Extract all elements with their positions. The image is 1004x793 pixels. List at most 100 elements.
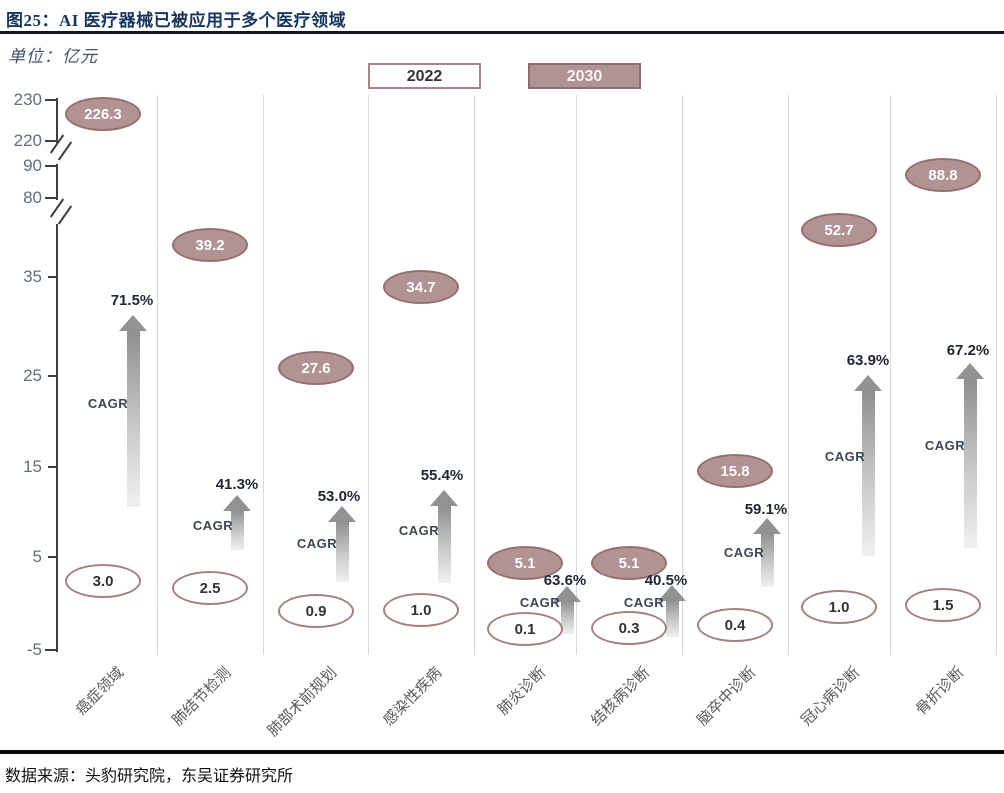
data-bubble-2030: 5.1	[487, 546, 563, 580]
legend-item-2030: 2030	[528, 63, 641, 89]
y-axis-tick-label: 25	[23, 366, 42, 385]
y-axis-tick	[48, 375, 57, 377]
y-axis-tick-label: 220	[13, 131, 42, 150]
axis-break-mark	[57, 141, 73, 161]
axis-break-mark	[57, 205, 73, 225]
axis-break-mark	[49, 198, 65, 218]
category-separator-line	[157, 95, 158, 655]
cagr-arrow-shaft	[127, 330, 140, 507]
data-bubble-2022: 1.5	[905, 588, 981, 622]
category-separator-line	[996, 95, 997, 655]
cagr-arrow-shaft	[336, 521, 349, 582]
data-bubble-2030: 39.2	[172, 228, 248, 262]
y-axis-tick-label: 5	[32, 547, 42, 566]
cagr-arrow-head	[956, 363, 984, 379]
footer-divider	[0, 750, 1004, 754]
category-separator-line	[474, 95, 475, 655]
cagr-arrow-head	[430, 490, 458, 506]
title-divider	[0, 31, 1004, 34]
cagr-caption: CAGR	[398, 523, 440, 538]
cagr-caption: CAGR	[824, 449, 866, 464]
data-bubble-2022: 2.5	[172, 571, 248, 605]
x-axis-category-label: 结核病诊断	[588, 664, 654, 730]
y-axis-tick	[45, 649, 57, 651]
unit-label: 单位：亿元	[8, 47, 98, 66]
category-separator-line	[263, 95, 264, 655]
data-bubble-2030: 52.7	[801, 213, 877, 247]
y-axis-tick	[48, 556, 57, 558]
figure-title: 图25：AI 医疗器械已被应用于多个医疗领域	[6, 11, 347, 30]
y-axis-tick	[45, 140, 57, 142]
y-axis-tick-label: 230	[13, 90, 42, 109]
cagr-percent-label: 63.9%	[846, 352, 890, 369]
data-bubble-2030: 226.3	[65, 97, 141, 131]
y-axis-tick	[45, 165, 57, 167]
y-axis-line	[56, 98, 58, 143]
cagr-percent-label: 40.5%	[644, 572, 688, 589]
category-separator-line	[368, 95, 369, 655]
cagr-caption: CAGR	[924, 438, 966, 453]
data-bubble-2022: 0.3	[591, 611, 667, 645]
cagr-arrow-head	[223, 495, 251, 511]
data-bubble-2022: 3.0	[65, 564, 141, 598]
y-axis-tick	[45, 197, 57, 199]
cagr-arrow-head	[553, 586, 581, 602]
y-axis-tick-label: 90	[23, 156, 42, 175]
x-axis-category-label: 感染性疾病	[380, 664, 446, 730]
cagr-arrow-head	[753, 518, 781, 534]
legend-item-2022: 2022	[368, 63, 481, 89]
x-axis-category-label: 骨折诊断	[912, 664, 968, 719]
data-bubble-2022: 0.4	[697, 608, 773, 642]
cagr-arrow-shaft	[231, 510, 244, 550]
cagr-arrow-shaft	[862, 390, 875, 556]
y-axis-tick-label: -5	[26, 640, 42, 659]
data-bubble-2022: 1.0	[383, 593, 459, 627]
x-axis-category-label: 肺炎诊断	[494, 664, 550, 719]
x-axis-category-label: 脑卒中诊断	[694, 664, 760, 730]
cagr-arrow-head	[854, 375, 882, 391]
cagr-caption: CAGR	[623, 595, 665, 610]
cagr-caption: CAGR	[519, 595, 561, 610]
y-axis-tick	[48, 276, 57, 278]
cagr-arrow-head	[119, 315, 147, 331]
data-bubble-2030: 5.1	[591, 546, 667, 580]
y-axis-line	[56, 224, 58, 652]
cagr-percent-label: 41.3%	[215, 476, 259, 493]
cagr-percent-label: 71.5%	[110, 292, 154, 309]
cagr-arrow-shaft	[666, 600, 679, 637]
data-bubble-2022: 0.9	[278, 594, 354, 628]
data-bubble-2030: 88.8	[905, 158, 981, 192]
cagr-caption: CAGR	[723, 545, 765, 560]
y-axis-tick-label: 35	[23, 267, 42, 286]
y-axis-tick	[48, 466, 57, 468]
cagr-arrow-shaft	[438, 505, 451, 583]
x-axis-category-label: 冠心病诊断	[798, 664, 864, 730]
cagr-arrow-head	[658, 585, 686, 601]
category-separator-line	[788, 95, 789, 655]
data-bubble-2022: 1.0	[801, 590, 877, 624]
cagr-percent-label: 63.6%	[543, 572, 587, 589]
cagr-caption: CAGR	[192, 518, 234, 533]
cagr-percent-label: 59.1%	[744, 501, 788, 518]
y-axis-line	[56, 164, 58, 200]
data-bubble-2022: 0.1	[487, 612, 563, 646]
cagr-percent-label: 55.4%	[420, 467, 464, 484]
category-separator-line	[682, 95, 683, 655]
cagr-percent-label: 53.0%	[317, 488, 361, 505]
data-bubble-2030: 34.7	[383, 270, 459, 304]
y-axis-tick	[45, 99, 57, 101]
y-axis-tick-label: 80	[23, 188, 42, 207]
data-bubble-2030: 27.6	[278, 351, 354, 385]
cagr-caption: CAGR	[87, 396, 129, 411]
cagr-caption: CAGR	[296, 536, 338, 551]
data-source: 数据来源：头豹研究院，东吴证券研究所	[5, 768, 294, 785]
cagr-arrow-shaft	[561, 601, 574, 634]
y-axis-tick-label: 15	[23, 457, 42, 476]
category-separator-line	[576, 95, 577, 655]
category-separator-line	[890, 95, 891, 655]
cagr-arrow-shaft	[964, 378, 977, 548]
data-bubble-2030: 15.8	[697, 454, 773, 488]
cagr-arrow-head	[328, 506, 356, 522]
cagr-percent-label: 67.2%	[946, 342, 990, 359]
